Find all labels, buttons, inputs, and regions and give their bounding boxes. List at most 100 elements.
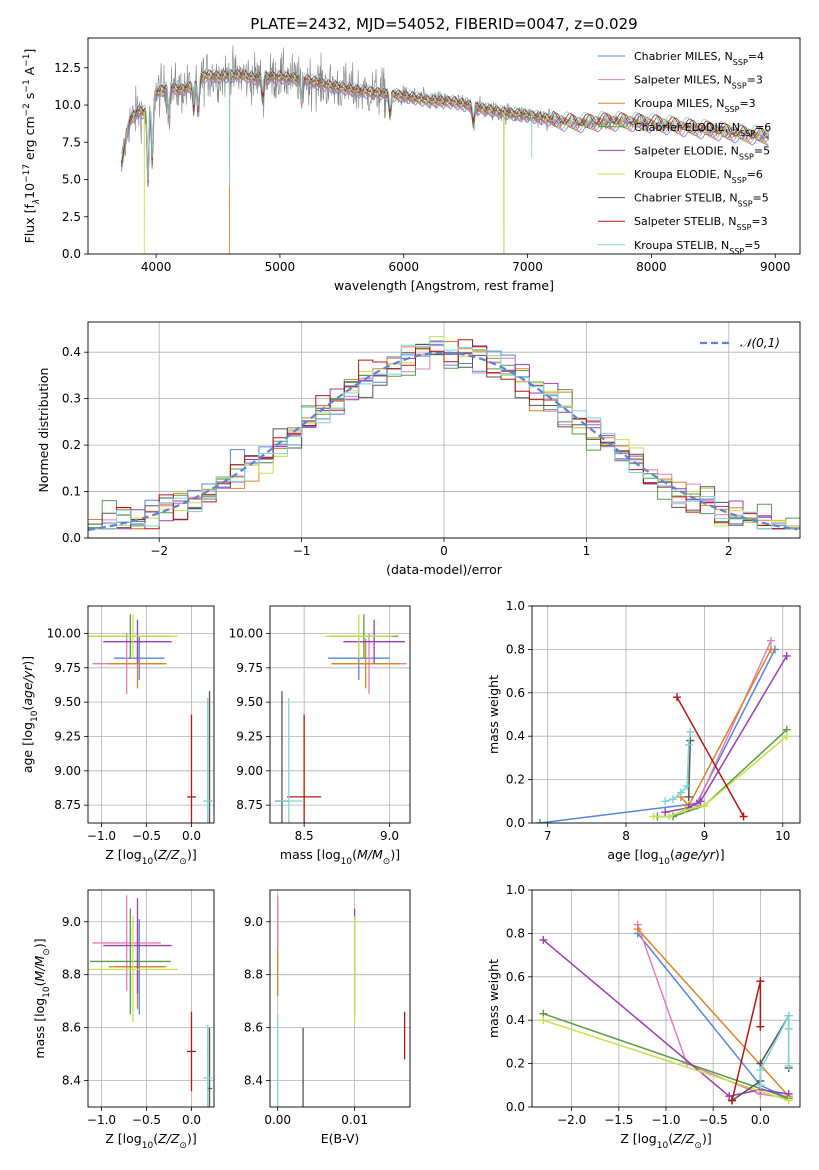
x-axis-label: age [log10(age/yr)] [607,847,724,867]
y-axis-label: Normed distribution [36,368,51,493]
x-tick-label: 6000 [388,260,419,274]
y-tick-label: 10.0 [54,98,81,112]
plot-area [120,45,770,254]
y-tick-label: 8.4 [244,1074,263,1088]
axes-frame [87,605,215,824]
plot-area [539,920,793,1105]
x-axis-label: wavelength [Angstrom, rest frame] [334,278,554,293]
y-tick-label: 9.50 [236,695,263,709]
y-tick-label: 9.50 [54,695,81,709]
y-tick-label: 0.4 [506,1013,525,1027]
y-tick-label: 5.0 [62,173,81,187]
weight-line [687,740,692,798]
panel-spectrum: 4000 5000 6000 7000 8000 9000 0.0 2.5 5.0 7.5 10.0… [22,15,801,293]
y-tick-label: 9.75 [236,661,263,675]
weight-line [676,696,745,817]
panel-age-vs-Z: −1.0 −0.5 0.0 8.75 9.00 9.25 9.50 9.75 10.00 Z [l… [20,605,215,867]
y-tick-label: 0.2 [506,1057,525,1071]
errorbar-point [88,614,178,659]
legend-entry: Salpeter STELIB, NSSP=3 [634,215,768,232]
y-tick-label: 0.8 [506,642,525,656]
axes-frame [269,889,411,1108]
y-tick-label: 0.1 [62,485,81,499]
x-tick-label: 8000 [636,260,667,274]
plus-marker [680,805,689,814]
y-tick-label: 0.6 [506,970,525,984]
y-tick-label: 8.8 [62,968,81,982]
legend-entry: Kroupa MILES, NSSP=3 [634,97,756,114]
x-tick-label: −1.0 [87,1113,116,1127]
y-tick-label: 8.6 [62,1021,81,1035]
x-tick-label: 8.5 [295,829,314,843]
model-line [120,67,769,188]
legend-entry: Kroupa ELODIE, NSSP=6 [634,168,763,185]
y-tick-label: 0.2 [62,438,81,452]
plot-area [88,336,800,531]
legend-entry: Salpeter ELODIE, NSSP=5 [634,144,770,161]
y-tick-label: 9.25 [54,729,81,743]
y-tick-label: 0.4 [62,345,81,359]
x-tick-label: 7000 [512,260,543,274]
plus-marker [683,782,692,791]
panel-residuals: −2 −1 0 1 2 0.0 0.1 0.2 0.3 0.4 (data-model)/error… [36,321,801,577]
x-tick-label: −2 [150,544,168,558]
plus-marker [686,727,695,736]
plus-marker [665,812,674,821]
weight-line [695,640,772,806]
plus-marker [696,797,705,806]
axes-frame [531,605,801,824]
plus-marker [725,1092,734,1101]
plus-marker [756,1022,765,1031]
y-tick-label: 7.5 [62,135,81,149]
x-tick-label: −0.5 [699,1113,728,1127]
plus-marker [669,795,678,804]
errorbar-point [331,638,400,689]
x-tick-label: 5000 [265,260,296,274]
panel-weight-vs-Z: −2.0 −1.5 −1.0 −0.5 0.0 0.0 0.2 0.4 0.6 0.8 1.0 Z [… [486,883,801,1151]
y-tick-label: 8.8 [244,968,263,982]
chart-title: PLATE=2432, MJD=54052, FIBERID=0047, z=0… [250,15,637,33]
y-tick-label: 0.3 [62,392,81,406]
errorbar-point [343,619,405,664]
histogram-step [88,340,800,530]
x-tick-label: 4000 [141,260,172,274]
y-tick-label: 9.00 [236,764,263,778]
plus-marker [700,801,709,810]
plus-marker [649,812,658,821]
panel-mass-vs-EBV: 0.00 0.01 8.4 8.6 8.8 9.0 E(B-V) [244,889,411,1146]
y-tick-label: 2.5 [62,210,81,224]
x-tick-label: 0.0 [751,1113,770,1127]
y-tick-label: 9.25 [236,729,263,743]
errorbar-point [203,1024,213,1107]
plot-area [277,895,406,1107]
y-tick-label: 10.00 [229,626,263,640]
x-tick-label: 0.0 [182,1113,201,1127]
errorbar-point [89,908,171,1015]
x-axis-label: Z [log10(Z/Z⊙)] [620,1131,711,1151]
plus-marker [756,1081,765,1090]
errorbar-point [324,614,393,659]
x-tick-label: 0.01 [341,1113,368,1127]
legend: Chabrier MILES, NSSP=4 Salpeter MILES, NS… [598,50,771,255]
errorbar-point [203,698,213,823]
y-axis-label: Flux [fλ10−17 erg cm−2 s−1 A−1] [22,49,42,244]
y-axis-label: age [log10(age/yr)] [20,656,40,773]
plus-marker [756,1066,765,1075]
y-tick-label: 9.0 [244,915,263,929]
x-tick-label: 10 [775,829,790,843]
errorbar-point [103,897,172,994]
y-tick-label: 0.4 [506,729,525,743]
legend: 𝒩(0,1) [700,336,780,350]
panel-weight-vs-age: 7 8 9 10 0.0 0.2 0.4 0.6 0.8 1.0 age [log10(age/yr… [486,599,801,867]
plus-marker [535,819,544,823]
plus-marker [782,732,791,741]
plot-area [535,636,791,823]
y-axis-label: mass [log10(M/M⊙)] [32,938,52,1058]
weight-line [664,731,692,803]
weight-line [543,1019,789,1102]
y-tick-label: 8.75 [54,798,81,812]
weight-line [543,1012,789,1100]
axes-frame [269,605,411,824]
plus-marker [684,740,693,749]
